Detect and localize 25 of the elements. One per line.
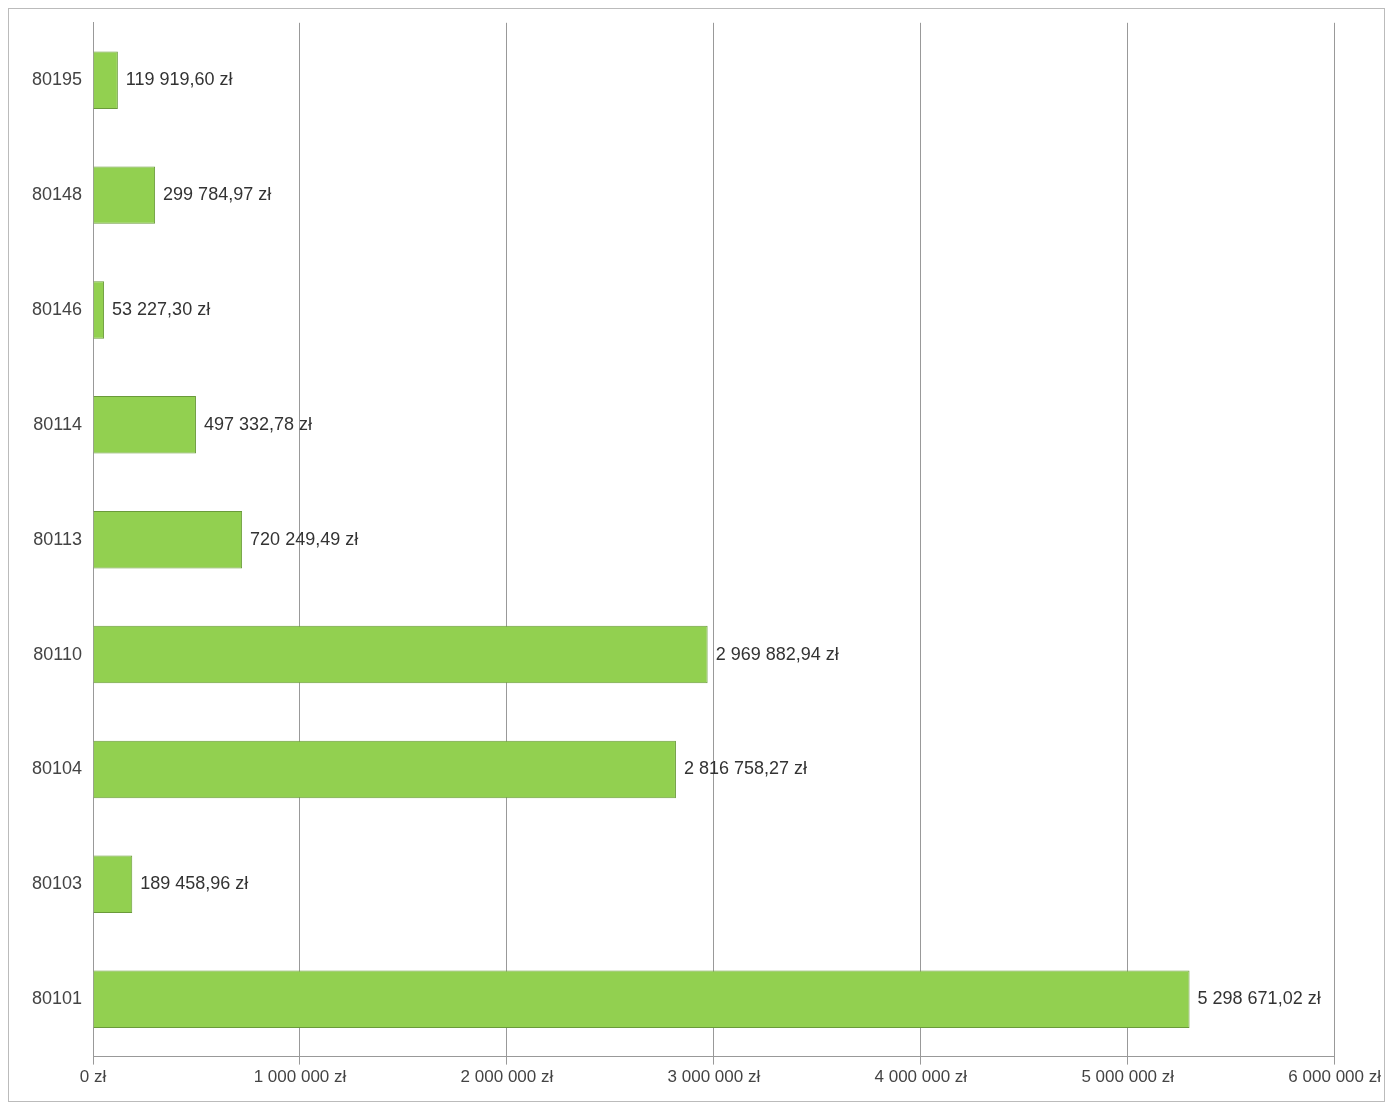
x-tick-label: 1 000 000 zł [253,1067,347,1087]
x-tick-label: 5 000 000 zł [1081,1067,1175,1087]
data-label: 720 249,49 zł [250,528,359,549]
x-tick-label: 3 000 000 zł [667,1067,761,1087]
y-tick-label: 80148 [31,184,83,205]
y-tick-label: 80146 [31,298,83,319]
y-tick-label: 80195 [31,69,83,90]
y-tick-label: 80110 [33,643,83,664]
y-tick-label: 80113 [33,528,83,549]
data-label: 2 969 882,94 zł [715,643,839,664]
x-tick-label: 6 000 000 zł [1288,1067,1382,1087]
data-label: 119 919,60 zł [125,69,233,90]
y-tick-label: 80104 [31,758,83,779]
y-tick-label: 80114 [33,413,83,434]
data-label: 189 458,96 zł [140,873,249,894]
x-tick-label: 4 000 000 zł [874,1067,968,1087]
data-label: 2 816 758,27 zł [683,758,808,779]
data-label: 497 332,78 zł [203,413,313,434]
y-tick-label: 80101 [31,988,83,1009]
y-tick-label: 80103 [31,873,83,894]
data-label: 53 227,30 zł [112,298,211,319]
x-tick-label: 0 zł [79,1067,107,1087]
data-label: 299 784,97 zł [163,184,272,205]
data-label: 5 298 671,02 zł [1197,988,1321,1009]
x-tick-label: 2 000 000 zł [460,1067,554,1087]
